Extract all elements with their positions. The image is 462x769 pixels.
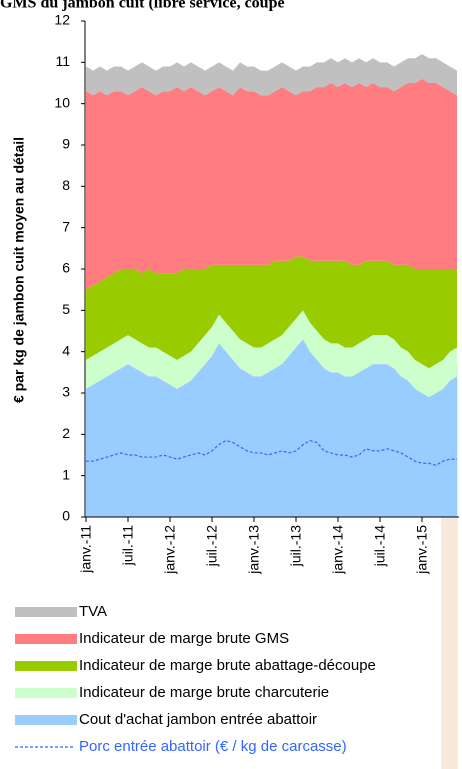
legend-swatch [15,661,77,671]
legend-swatch [15,607,77,617]
y-tick-label: 3 [62,384,70,400]
x-tick-label: janv.-11 [78,525,94,574]
y-tick-label: 7 [62,218,70,234]
y-tick-label: 0 [62,508,70,524]
area [86,54,457,96]
legend-label: Porc entrée abattoir (€ / kg de carcasse… [79,738,347,755]
legend-label: Cout d'achat jambon entrée abattoir [79,711,317,728]
y-tick-label: 4 [62,342,70,358]
x-tick-label: juil.-11 [120,525,136,566]
y-tick-label: 9 [62,136,70,152]
y-tick-label: 1 [62,466,70,482]
y-tick-label: 5 [62,301,70,317]
chart-title: GMS du jambon cuit (libre service, coupe [0,0,285,12]
legend-label: Indicateur de marge brute GMS [79,630,289,647]
legend-label: TVA [79,603,107,620]
x-tick-label: juil.-12 [204,525,220,567]
line [86,439,457,466]
x-tick-label: janv.-15 [414,525,430,575]
area [86,78,457,290]
legend-label: Indicateur de marge brute abattage-décou… [79,657,376,674]
area [86,256,457,369]
y-tick-label: 2 [62,425,70,441]
x-tick-label: juil.-13 [288,525,304,567]
y-axis-label: € par kg de jambon cuit moyen au détail [11,137,27,403]
y-tick-label: 6 [62,260,70,276]
y-tick-label: 11 [55,53,70,69]
area [86,339,457,517]
legend: TVA Indicateur de marge brute GMS Indicate… [15,603,376,755]
area [86,310,457,398]
y-tick-label: 12 [54,12,70,28]
legend-swatch [15,634,77,644]
y-tick-label: 10 [54,94,70,110]
x-tick-label: juil.-14 [372,525,388,567]
legend-label: Indicateur de marge brute charcuterie [79,684,329,701]
x-tick-label: janv.-12 [162,525,178,575]
x-tick-label: janv.-14 [330,525,346,575]
legend-swatch [15,688,77,698]
x-tick-label: janv.-13 [246,525,262,575]
legend-swatch [15,715,77,725]
y-tick-label: 8 [62,177,70,193]
